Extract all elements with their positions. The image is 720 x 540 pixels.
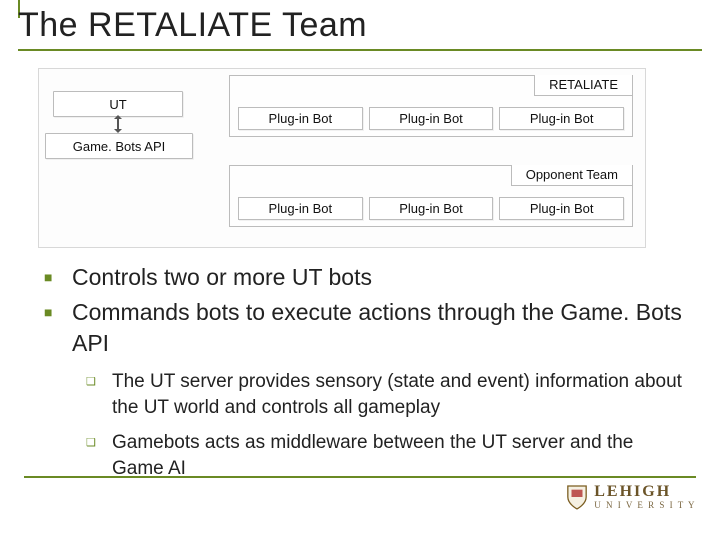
opponent-group-label: Opponent Team (511, 165, 633, 186)
retaliate-bots-row: Plug-in Bot Plug-in Bot Plug-in Bot (238, 107, 624, 130)
ut-box-label: UT (109, 97, 126, 112)
university-name-sub: U N I V E R S I T Y (594, 501, 696, 510)
ut-api-connector (117, 117, 119, 131)
retaliate-group: RETALIATE Plug-in Bot Plug-in Bot Plug-i… (229, 75, 633, 137)
bullet-l1: ■ Controls two or more UT bots (44, 262, 690, 293)
hollow-square-bullet-icon: ❑ (86, 369, 112, 420)
opponent-bots-row: Plug-in Bot Plug-in Bot Plug-in Bot (238, 197, 624, 220)
university-logo: LEHIGH U N I V E R S I T Y (566, 484, 696, 510)
bullet-l1-text: Controls two or more UT bots (72, 262, 372, 293)
university-name-main: LEHIGH (594, 484, 696, 501)
body-content: ■ Controls two or more UT bots ■ Command… (44, 262, 690, 482)
bullet-l2: ❑ Gamebots acts as middleware between th… (86, 430, 690, 481)
plugin-bot: Plug-in Bot (499, 107, 624, 130)
plugin-bot: Plug-in Bot (369, 197, 494, 220)
api-box: Game. Bots API (45, 133, 193, 159)
page-title: The RETALIATE Team (18, 6, 702, 45)
hollow-square-bullet-icon: ❑ (86, 430, 112, 481)
architecture-diagram: UT Game. Bots API RETALIATE Plug-in Bot … (38, 68, 646, 248)
bullet-l2-text: Gamebots acts as middleware between the … (112, 430, 690, 481)
university-name: LEHIGH U N I V E R S I T Y (594, 484, 696, 510)
plugin-bot: Plug-in Bot (369, 107, 494, 130)
api-box-label: Game. Bots API (73, 139, 166, 154)
shield-icon (566, 484, 588, 510)
retaliate-group-label: RETALIATE (534, 75, 633, 96)
bullet-l1-text: Commands bots to execute actions through… (72, 297, 690, 359)
title-bar: The RETALIATE Team (18, 6, 702, 51)
bullet-l2-text: The UT server provides sensory (state an… (112, 369, 690, 420)
opponent-group: Opponent Team Plug-in Bot Plug-in Bot Pl… (229, 165, 633, 227)
footer-bar: LEHIGH U N I V E R S I T Y (24, 476, 696, 524)
plugin-bot: Plug-in Bot (238, 107, 363, 130)
plugin-bot: Plug-in Bot (499, 197, 624, 220)
plugin-bot: Plug-in Bot (238, 197, 363, 220)
bullet-l2: ❑ The UT server provides sensory (state … (86, 369, 690, 420)
bullet-l1: ■ Commands bots to execute actions throu… (44, 297, 690, 359)
square-bullet-icon: ■ (44, 297, 72, 359)
square-bullet-icon: ■ (44, 262, 72, 293)
